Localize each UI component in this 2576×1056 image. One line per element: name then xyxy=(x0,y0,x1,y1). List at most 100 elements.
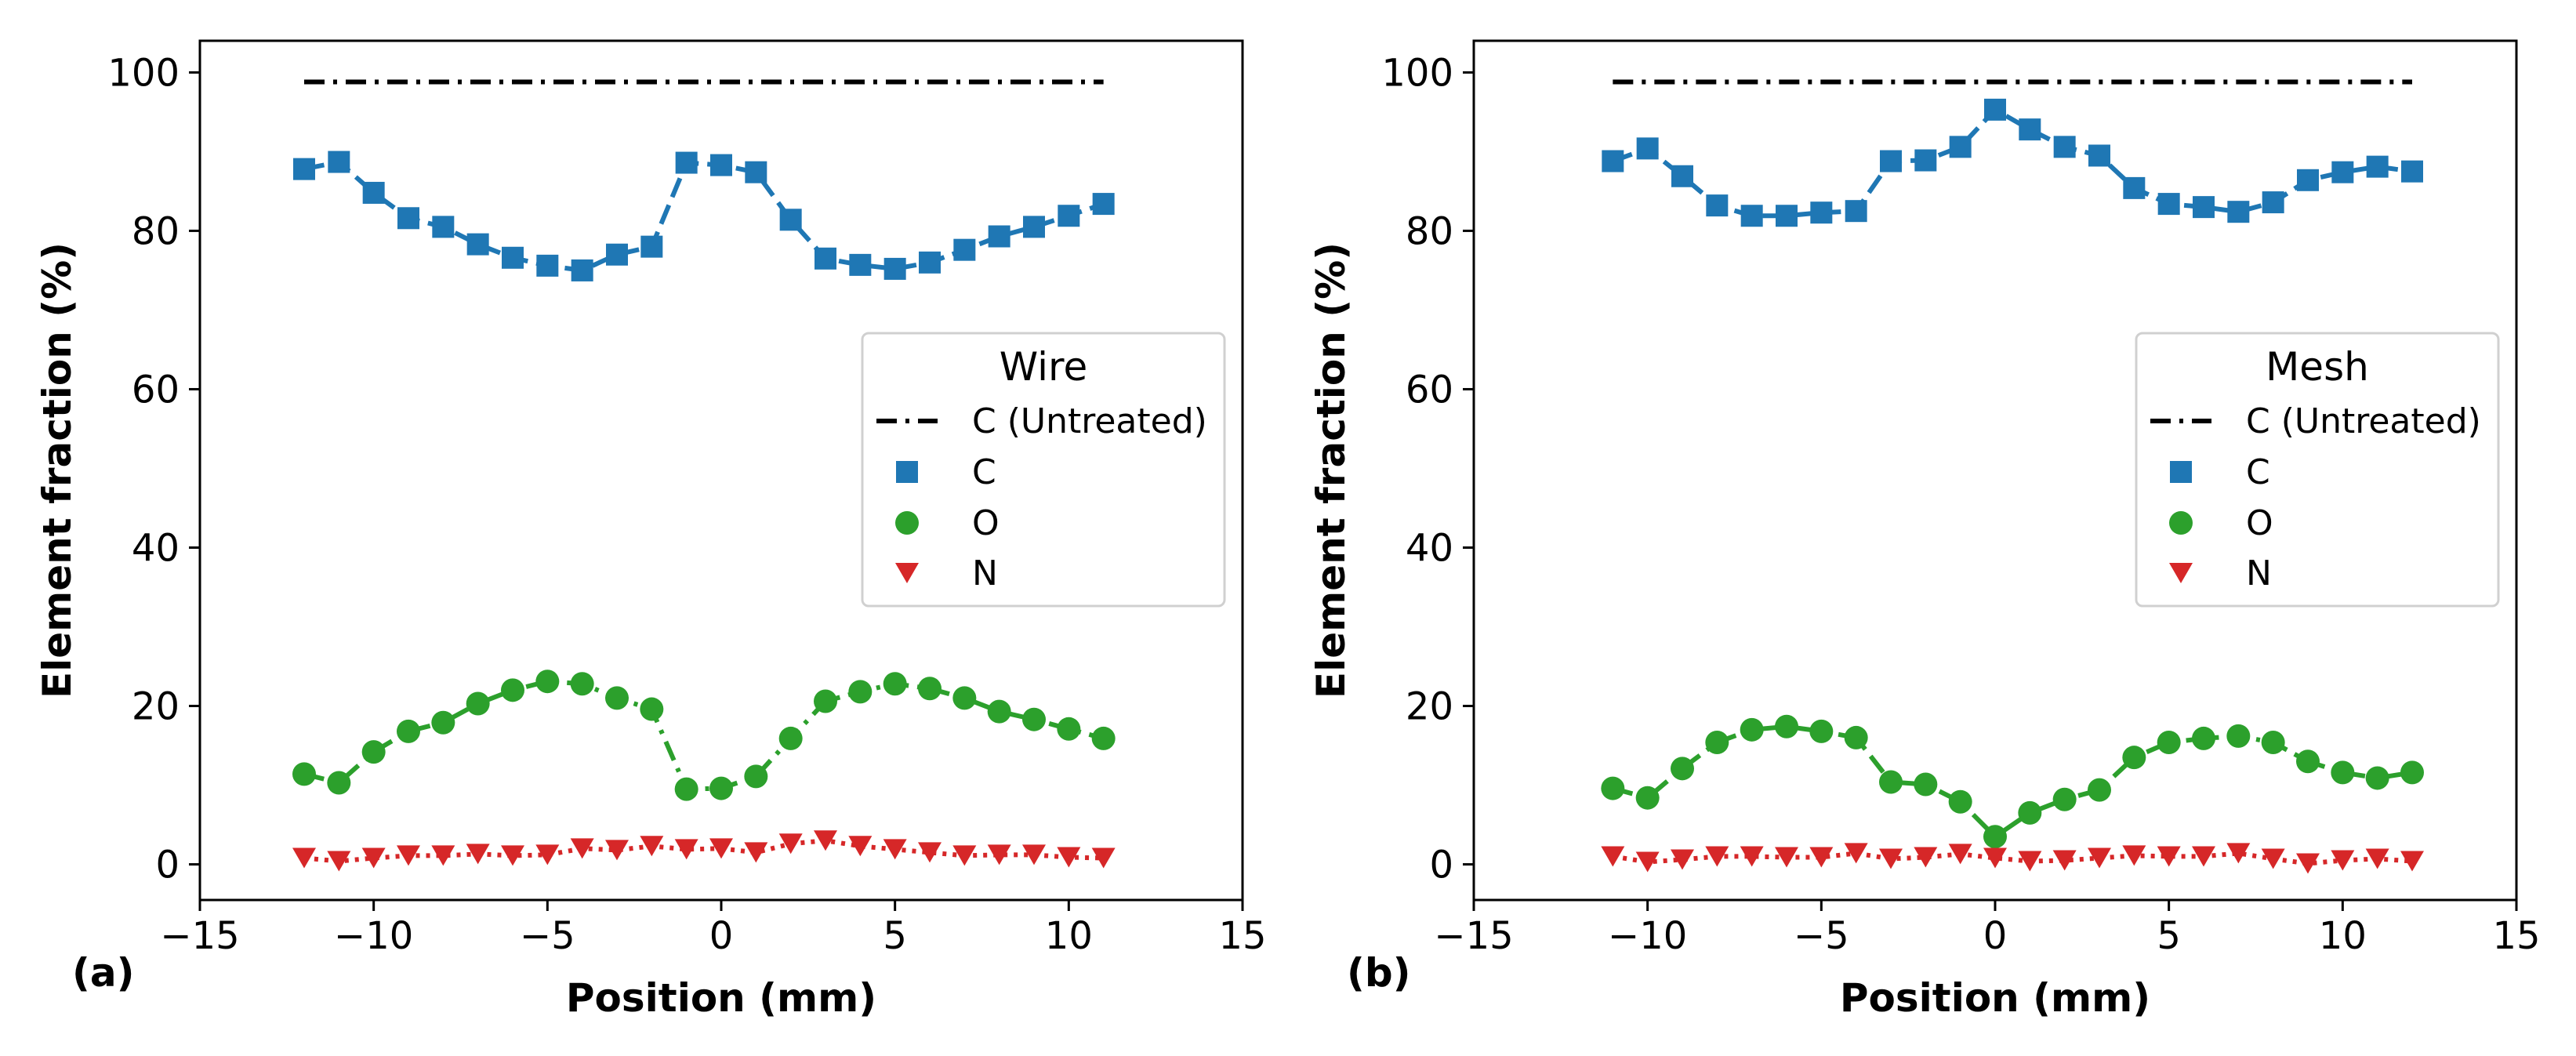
data-point xyxy=(640,235,663,258)
y-tick-label: 80 xyxy=(1406,209,1453,253)
data-point xyxy=(674,777,698,801)
y-tick-label: 0 xyxy=(1429,844,1453,887)
data-point xyxy=(2261,730,2285,754)
legend-handle-marker xyxy=(896,461,918,483)
data-point xyxy=(2262,191,2284,214)
legend-label: O xyxy=(2246,503,2273,543)
legend-label: N xyxy=(2246,553,2272,593)
series-o xyxy=(1601,714,2424,849)
data-point xyxy=(1057,717,1081,741)
data-point xyxy=(606,243,628,266)
chart-panel-a: −15 −10 −5 0 5 10 15 0 20 40 60 80 100 Position (mm) E… xyxy=(34,39,1267,1021)
legend-title: Mesh xyxy=(2266,344,2369,390)
data-point xyxy=(745,161,767,183)
data-point xyxy=(605,840,629,861)
data-point xyxy=(778,726,803,750)
data-point xyxy=(849,253,872,276)
data-point xyxy=(1022,707,1046,731)
legend-label: C (Untreated) xyxy=(2246,401,2481,441)
data-point xyxy=(815,247,836,270)
data-point xyxy=(570,838,594,859)
data-point xyxy=(1776,205,1798,227)
legend-label: C xyxy=(2246,452,2270,492)
data-point xyxy=(2052,787,2077,811)
data-point xyxy=(293,158,315,180)
data-point xyxy=(814,830,837,851)
data-point xyxy=(988,225,1010,248)
data-point xyxy=(2088,847,2111,869)
x-tick-label: 15 xyxy=(2492,914,2540,958)
data-point xyxy=(570,672,594,696)
data-point xyxy=(2400,760,2424,785)
data-point xyxy=(2365,766,2389,790)
y-tick-label: 40 xyxy=(132,526,180,570)
data-point xyxy=(1775,714,1798,738)
data-point xyxy=(1092,193,1115,216)
data-point xyxy=(2297,169,2319,191)
data-point xyxy=(674,839,698,860)
y-tick-label: 80 xyxy=(132,209,180,253)
data-point xyxy=(1879,770,1903,794)
data-point xyxy=(2365,848,2389,869)
legend-label: N xyxy=(972,553,998,593)
series-line xyxy=(1612,851,2413,866)
x-tick-label: −10 xyxy=(334,914,413,958)
data-point xyxy=(2157,846,2181,867)
series-o xyxy=(292,670,1116,801)
data-point xyxy=(1983,825,2007,849)
data-point xyxy=(744,842,768,863)
data-point xyxy=(501,678,524,702)
x-tick-label: 15 xyxy=(1218,914,1266,958)
data-point xyxy=(1671,757,1694,781)
data-point xyxy=(1809,719,1834,743)
data-point xyxy=(987,844,1011,865)
data-point xyxy=(571,259,593,281)
legend-entry: C xyxy=(2170,452,2270,492)
data-point xyxy=(328,151,350,173)
data-point xyxy=(2226,843,2251,864)
legend-label: C xyxy=(972,452,996,492)
data-point xyxy=(1671,849,1694,870)
data-point xyxy=(709,776,733,800)
data-point xyxy=(675,151,698,174)
data-point xyxy=(918,677,942,701)
data-point xyxy=(2400,851,2424,872)
data-point xyxy=(1602,150,1624,172)
data-point xyxy=(2052,850,2077,871)
data-point xyxy=(1601,776,1625,800)
legend-entry: O xyxy=(895,503,1000,543)
legend-label: C (Untreated) xyxy=(972,401,1207,441)
data-point xyxy=(2192,846,2215,867)
data-point xyxy=(397,845,420,866)
data-point xyxy=(1058,205,1080,227)
data-point xyxy=(1948,789,1972,814)
data-point xyxy=(2296,853,2320,874)
data-point xyxy=(883,672,907,696)
data-point xyxy=(1706,194,1729,217)
data-point xyxy=(987,699,1011,724)
data-point xyxy=(779,209,802,231)
y-tick-label: 100 xyxy=(1381,51,1453,95)
data-point xyxy=(397,719,420,743)
data-point xyxy=(2401,160,2423,183)
data-point xyxy=(709,838,733,859)
data-point xyxy=(1844,843,1868,864)
data-point xyxy=(1914,847,1938,868)
legend-entry: C (Untreated) xyxy=(2150,401,2481,441)
data-point xyxy=(361,847,386,869)
data-point xyxy=(883,257,906,280)
legend-entry: C xyxy=(896,452,996,492)
y-axis-label: Element fraction (%) xyxy=(1308,242,1354,699)
data-point xyxy=(2192,726,2215,750)
data-point xyxy=(1022,844,1046,865)
data-point xyxy=(710,154,732,176)
data-point xyxy=(1635,851,1660,873)
data-point xyxy=(1879,848,1903,869)
data-point xyxy=(2331,161,2354,183)
data-point xyxy=(1601,846,1625,867)
chart-panel-b: −15 −10 −5 0 5 10 15 0 20 40 60 80 100 Position (mm) E… xyxy=(1308,39,2541,1021)
data-point xyxy=(2053,136,2076,158)
data-point xyxy=(1844,725,1868,749)
data-point xyxy=(2157,730,2181,754)
